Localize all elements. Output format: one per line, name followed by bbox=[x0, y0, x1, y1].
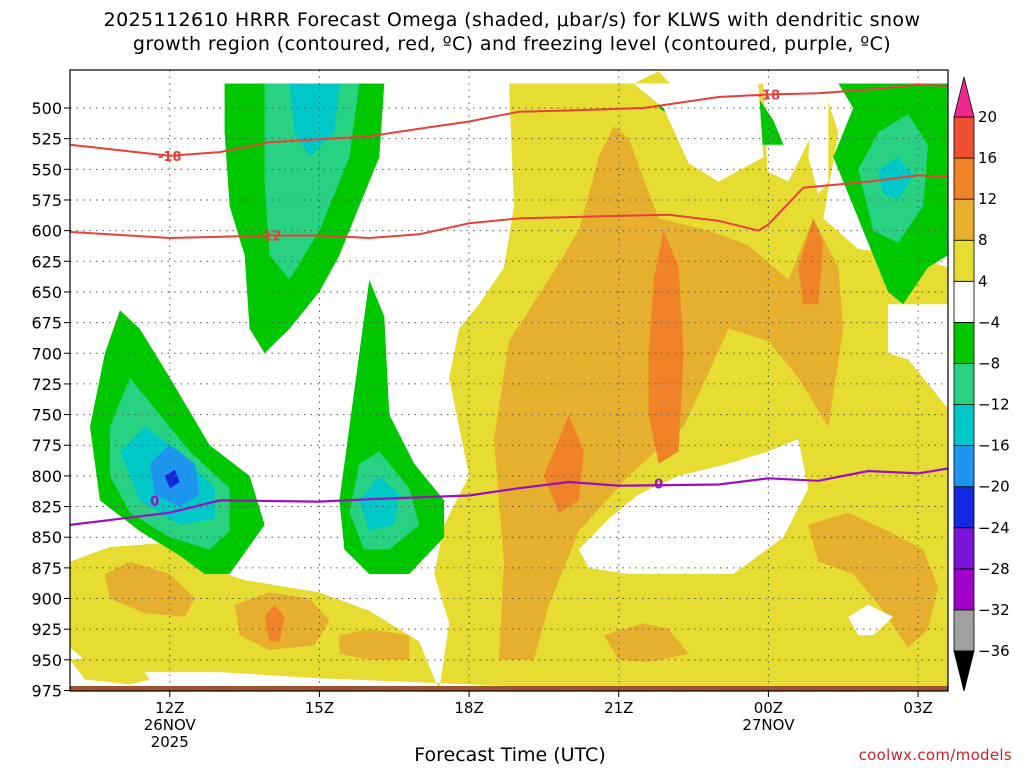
y-tick-label-725: 725 bbox=[31, 375, 62, 394]
y-tick-label-625: 625 bbox=[31, 252, 62, 271]
terrain-strip bbox=[70, 686, 948, 691]
y-tick-label-975: 975 bbox=[31, 682, 62, 701]
colorbar-box--24-to--20 bbox=[953, 486, 975, 529]
y-tick-label-500: 500 bbox=[31, 99, 62, 118]
contours: -18 -12 -18 0 0 bbox=[70, 83, 948, 526]
colorbar-box--16-to--12 bbox=[953, 404, 975, 447]
omega-region-yellow-small bbox=[70, 657, 150, 685]
omega-region-white-hole-small bbox=[848, 604, 894, 636]
colorbar-box--12-to--8 bbox=[953, 363, 975, 405]
x-tick-label-12Z-2: 26NOV bbox=[144, 716, 197, 734]
dendritic-contour-label-1b: -18 bbox=[757, 89, 781, 104]
colorbar-label--16: −16 bbox=[978, 437, 1010, 455]
omega-region-darkorange-4 bbox=[264, 604, 285, 642]
dendritic-contour-2 bbox=[70, 174, 948, 240]
omega-colorbar: −36 −32 −28 −24 −20 −16 −12 −8 −4 4 8 12 16 20 bbox=[953, 76, 1010, 692]
colorbar-box-8-to-12 bbox=[953, 198, 975, 241]
omega-region-darkorange-1 bbox=[543, 414, 584, 513]
colorbar-label--36: −36 bbox=[978, 642, 1010, 660]
y-tick-label-550: 550 bbox=[31, 160, 62, 179]
dendritic-contour-label-1: -18 bbox=[158, 150, 182, 165]
colorbar-label--20: −20 bbox=[978, 478, 1010, 496]
omega-region-darkorange-2 bbox=[648, 230, 684, 464]
omega-region-teal-upper-left bbox=[264, 83, 360, 280]
colorbar-label--24: −24 bbox=[978, 519, 1010, 537]
omega-max-marker bbox=[167, 477, 173, 483]
omega-region-orange-lower-right bbox=[603, 623, 689, 663]
omega-region-orange-lower-mid2 bbox=[339, 629, 410, 660]
plot-frame bbox=[69, 69, 949, 692]
colorbar-box-4-to-8 bbox=[953, 239, 975, 282]
y-tick-label-525: 525 bbox=[31, 130, 62, 149]
colorbar-over-triangle bbox=[953, 76, 975, 118]
colorbar-box-12-to-16 bbox=[953, 157, 975, 200]
colorbar-label--28: −28 bbox=[978, 560, 1010, 578]
colorbar-box--32-to--28 bbox=[953, 568, 975, 611]
x-axis-label: Forecast Time (UTC) bbox=[414, 744, 606, 766]
y-tick-label-950: 950 bbox=[31, 651, 62, 670]
y-tick-label-925: 925 bbox=[31, 620, 62, 639]
colorbar-label--12: −12 bbox=[978, 396, 1010, 414]
freezing-level-contour bbox=[70, 467, 948, 526]
y-tick-label-775: 775 bbox=[31, 436, 62, 455]
y-tick-label-650: 650 bbox=[31, 283, 62, 302]
freezing-level-label-2: 0 bbox=[654, 477, 663, 492]
colorbar-label--4: −4 bbox=[978, 313, 1000, 331]
colorbar-label-16: 16 bbox=[978, 149, 997, 167]
colorbar-under-triangle bbox=[953, 650, 975, 692]
omega-region-white-hole-upper bbox=[633, 83, 764, 182]
colorbar-label-12: 12 bbox=[978, 190, 997, 208]
omega-region-orange-lower-left bbox=[104, 561, 195, 617]
y-tick-label-750: 750 bbox=[31, 406, 62, 425]
pressure-axis: 500 525 550 575 600 625 650 675 700 725 750 775 800 8… bbox=[31, 99, 70, 701]
dendritic-contour-label-2: -12 bbox=[258, 230, 282, 245]
omega-region-darkorange-3 bbox=[798, 218, 824, 305]
chart-title-line1: 2025112610 HRRR Forecast Omega (shaded, … bbox=[103, 9, 921, 31]
y-tick-label-575: 575 bbox=[31, 191, 62, 210]
colorbar-label-20: 20 bbox=[978, 108, 997, 126]
credit-link[interactable]: coolwx.com/models bbox=[858, 746, 1012, 764]
chart-title-line2: growth region (contoured, red, ºC) and f… bbox=[132, 33, 892, 55]
colorbar-box-16-to-20 bbox=[953, 116, 975, 159]
x-tick-label-00Z-2: 27NOV bbox=[742, 716, 795, 734]
y-tick-label-900: 900 bbox=[31, 590, 62, 609]
omega-region-darkblue-left bbox=[164, 469, 180, 489]
x-tick-label-15Z-1: 15Z bbox=[305, 699, 334, 717]
x-tick-label-03Z-1: 03Z bbox=[903, 699, 932, 717]
omega-region-white-hole-lower bbox=[578, 439, 809, 574]
x-tick-label-12Z-3: 2025 bbox=[151, 733, 189, 751]
colorbar-label--8: −8 bbox=[978, 354, 1000, 372]
y-tick-label-825: 825 bbox=[31, 498, 62, 517]
omega-region-orange-right bbox=[808, 512, 938, 648]
colorbar-box--28-to--24 bbox=[953, 527, 975, 570]
colorbar-box--4-to-4 bbox=[953, 280, 975, 323]
dendritic-contour-1 bbox=[70, 83, 948, 157]
x-tick-label-00Z-1: 00Z bbox=[754, 699, 783, 717]
colorbar-box--36-to--32 bbox=[953, 609, 975, 652]
y-tick-label-675: 675 bbox=[31, 314, 62, 333]
omega-region-cyan-mid bbox=[359, 475, 400, 532]
colorbar-box--8-to--4 bbox=[953, 321, 975, 364]
x-tick-label-18Z-1: 18Z bbox=[454, 699, 483, 717]
colorbar-box--20-to--16 bbox=[953, 445, 975, 488]
x-tick-label-12Z-1: 12Z bbox=[155, 699, 184, 717]
y-tick-label-600: 600 bbox=[31, 222, 62, 241]
x-tick-label-21Z-1: 21Z bbox=[604, 699, 633, 717]
y-tick-label-850: 850 bbox=[31, 528, 62, 547]
colorbar-label--32: −32 bbox=[978, 601, 1010, 619]
y-tick-label-800: 800 bbox=[31, 467, 62, 486]
y-tick-label-700: 700 bbox=[31, 344, 62, 363]
omega-shading bbox=[70, 71, 948, 691]
y-tick-label-875: 875 bbox=[31, 559, 62, 578]
colorbar-label-8: 8 bbox=[978, 231, 988, 249]
freezing-level-label-1: 0 bbox=[150, 494, 159, 509]
colorbar-label-4: 4 bbox=[978, 272, 988, 290]
